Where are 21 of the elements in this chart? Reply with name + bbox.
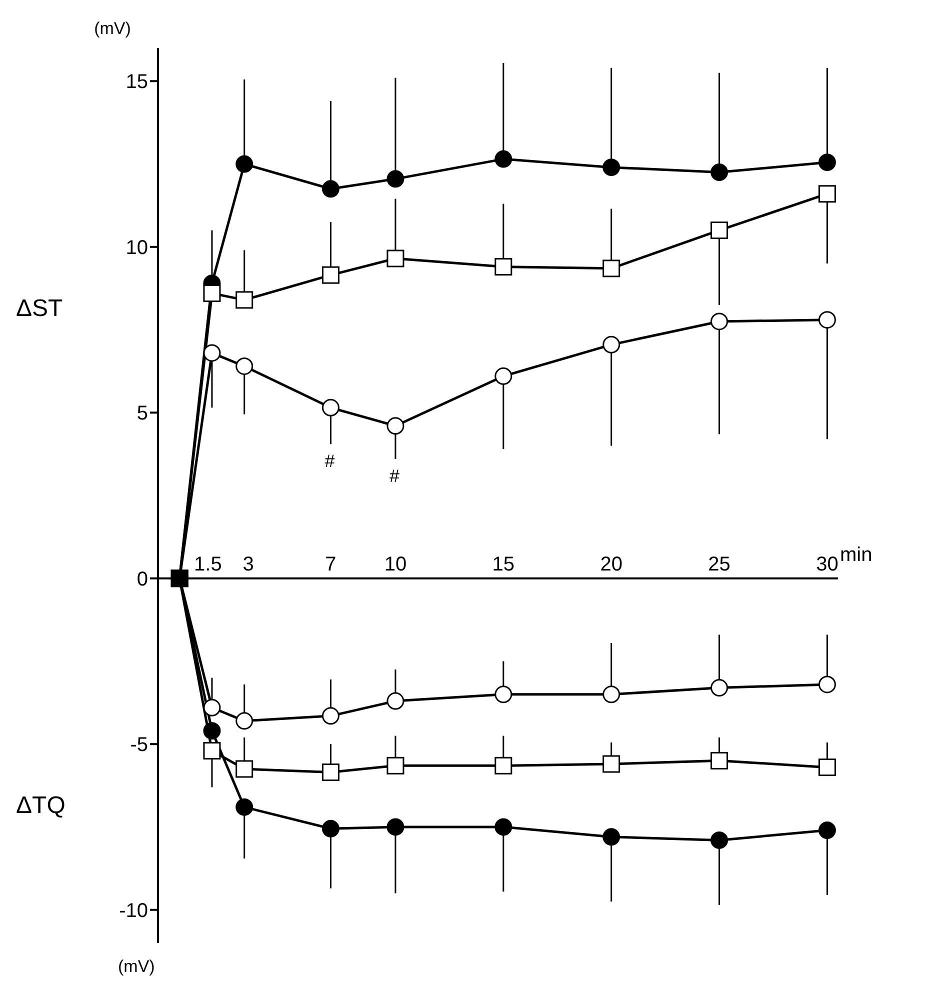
y-tick-label: 15 — [126, 71, 148, 94]
x-tick-label: 1.5 — [194, 553, 222, 576]
x-tick-label: 10 — [384, 553, 407, 576]
y-axis-title: (mV) — [94, 19, 131, 38]
x-tick-label: 15 — [492, 553, 515, 576]
x-tick-label: 7 — [325, 553, 336, 576]
x-axis-title: min — [840, 544, 872, 568]
text: ΔTQ — [16, 792, 66, 820]
x-tick-label: 25 — [708, 553, 730, 576]
x-tick-label: 30 — [816, 553, 838, 576]
annotation: # — [324, 451, 335, 472]
y-tick-label: 5 — [136, 402, 148, 425]
y-tick-label: -5 — [130, 734, 148, 756]
text: ΔST — [16, 295, 63, 322]
x-tick-label: 3 — [242, 553, 254, 576]
y-tick-label: 10 — [126, 236, 148, 259]
y-tick-label: -10 — [119, 900, 148, 922]
y-tick-label: 0 — [136, 568, 148, 590]
text: (mV) — [118, 957, 155, 976]
annotation: # — [389, 466, 400, 486]
x-tick-label: 20 — [600, 553, 622, 576]
